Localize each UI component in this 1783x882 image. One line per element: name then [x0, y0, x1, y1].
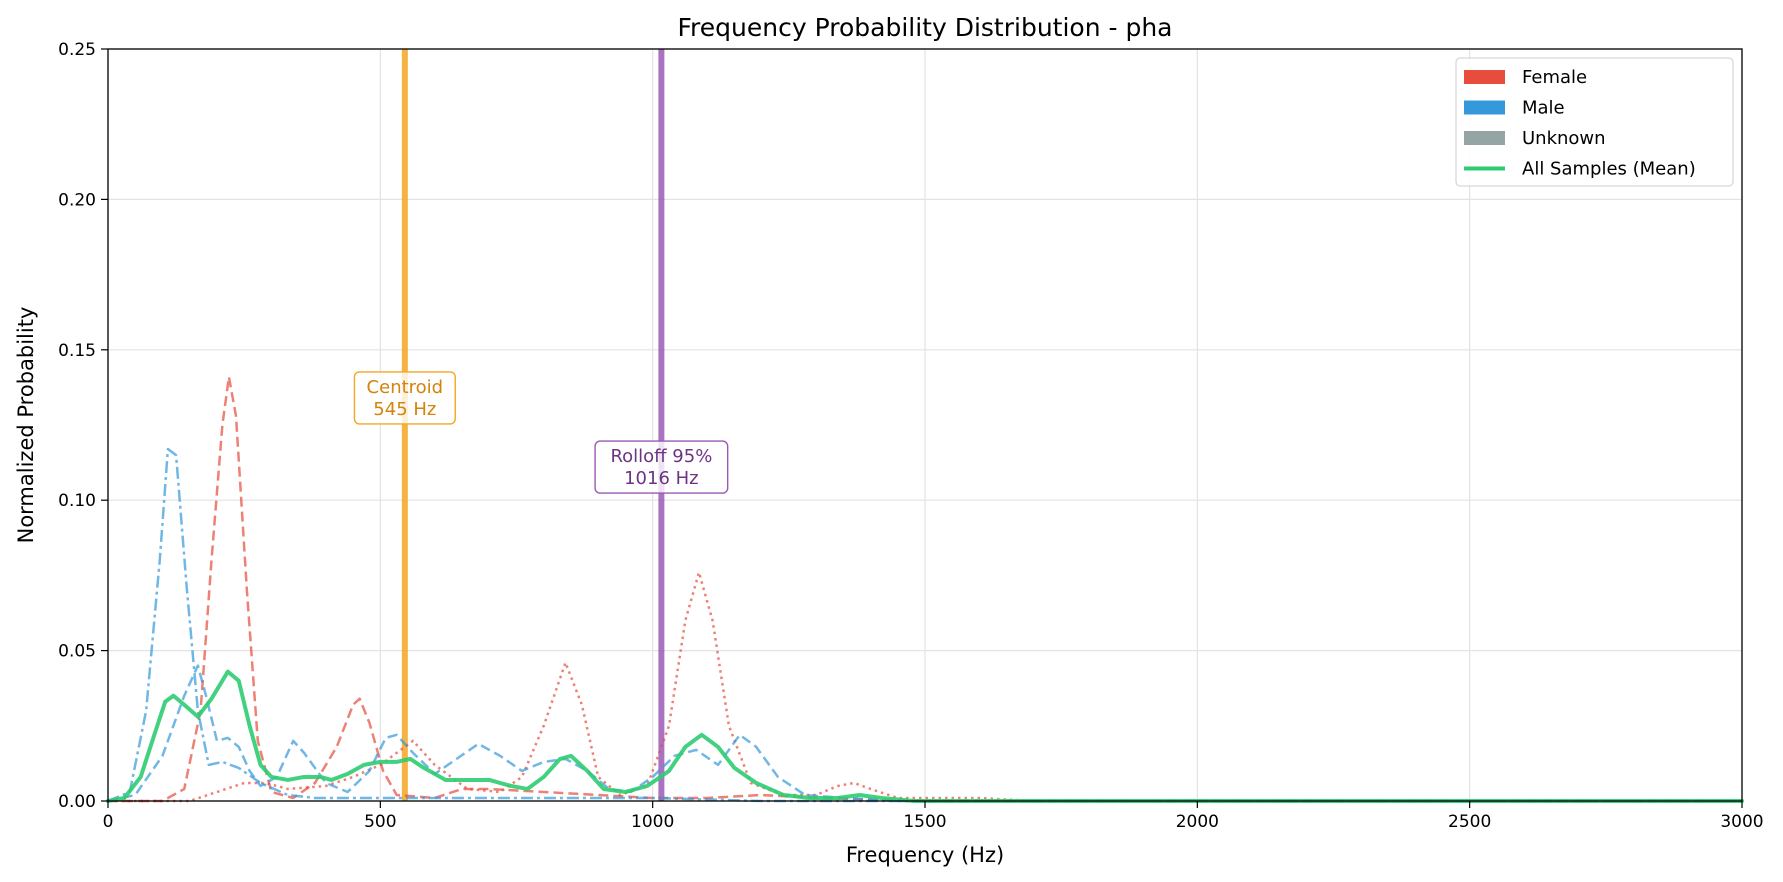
- x-axis-title: Frequency (Hz): [846, 843, 1004, 867]
- reference-label-text: 545 Hz: [373, 399, 436, 420]
- x-tick-label: 2500: [1448, 812, 1491, 832]
- x-tick-label: 1000: [631, 812, 674, 832]
- chart-title: Frequency Probability Distribution - pha: [678, 13, 1173, 42]
- x-tick-label: 0: [103, 812, 114, 832]
- y-tick-label: 0.00: [58, 792, 96, 812]
- reference-label-2: Rolloff 95%1016 Hz: [594, 440, 729, 494]
- y-axis-title: Normalized Probability: [14, 307, 38, 544]
- y-tick-label: 0.10: [58, 491, 96, 511]
- series-line-2: [108, 571, 1742, 803]
- legend-entry: Female: [1464, 67, 1587, 88]
- reference-label-text: Rolloff 95%: [610, 446, 712, 467]
- legend-label: All Samples (Mean): [1522, 159, 1696, 180]
- series-line-5: [106, 669, 1744, 803]
- reference-label-box: [594, 440, 729, 494]
- reference-label-box: [353, 371, 456, 425]
- legend-entry: Male: [1464, 98, 1565, 119]
- legend: Female Male Unknown All Samples (Mean): [1455, 57, 1734, 187]
- legend-box: [1455, 57, 1734, 187]
- y-tick-label: 0.20: [58, 190, 96, 210]
- legend-label: Female: [1522, 67, 1587, 88]
- legend-swatch: [1464, 70, 1505, 84]
- reference-label-text: 1016 Hz: [624, 468, 699, 489]
- x-tick-label: 2000: [1176, 812, 1219, 832]
- legend-label: Unknown: [1522, 128, 1606, 149]
- x-tick-label: 500: [364, 812, 396, 832]
- y-tick-label: 0.05: [58, 642, 96, 662]
- x-tick-label: 3000: [1720, 812, 1763, 832]
- legend-swatch: [1464, 100, 1505, 115]
- reference-label-text: Centroid: [367, 377, 444, 398]
- legend-entry: Unknown: [1464, 128, 1606, 149]
- legend-swatch: [1464, 131, 1505, 145]
- y-tick-label: 0.15: [58, 341, 96, 361]
- legend-entry: All Samples (Mean): [1464, 159, 1696, 180]
- x-tick-label: 1500: [903, 812, 946, 832]
- y-tick-label: 0.25: [58, 40, 96, 60]
- axis-ticks: 0 500 1000 1500 2000 2500 3000 0.00 0.05 0.10 0.15…: [58, 40, 1763, 832]
- reference-lines: [401, 49, 665, 801]
- series-lines: [106, 375, 1744, 803]
- legend-label: Male: [1522, 98, 1565, 119]
- series-line-3: [107, 447, 1742, 803]
